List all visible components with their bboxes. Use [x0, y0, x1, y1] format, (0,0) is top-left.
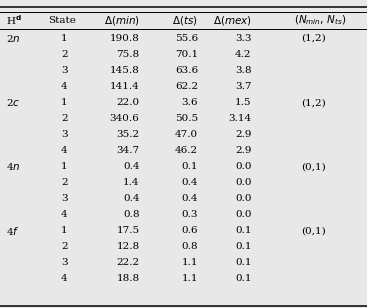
Text: $\Delta(\mathit{min})$: $\Delta(\mathit{min})$	[103, 14, 139, 26]
Text: 34.7: 34.7	[116, 146, 139, 155]
Text: 2: 2	[61, 178, 68, 187]
Text: 0.0: 0.0	[235, 162, 251, 171]
Text: 2.9: 2.9	[235, 146, 251, 155]
Text: 0.4: 0.4	[123, 162, 139, 171]
Text: 70.1: 70.1	[175, 50, 198, 59]
Text: 2.9: 2.9	[235, 130, 251, 139]
Text: 1.5: 1.5	[235, 98, 251, 107]
Text: 75.8: 75.8	[116, 50, 139, 59]
Text: (0,1): (0,1)	[301, 226, 326, 235]
Text: 190.8: 190.8	[110, 34, 139, 43]
Text: H$^\mathbf{d}$: H$^\mathbf{d}$	[6, 13, 21, 27]
Text: $\Delta(\mathit{ts})$: $\Delta(\mathit{ts})$	[172, 14, 198, 26]
Text: 4: 4	[61, 146, 68, 155]
Text: $\Delta(\mathit{mex})$: $\Delta(\mathit{mex})$	[212, 14, 251, 26]
Text: 12.8: 12.8	[116, 242, 139, 251]
Text: 1.1: 1.1	[182, 258, 198, 267]
Text: 22.0: 22.0	[116, 98, 139, 107]
Text: 3: 3	[61, 258, 68, 267]
Text: State: State	[48, 15, 76, 25]
Text: 0.1: 0.1	[182, 162, 198, 171]
Text: 0.0: 0.0	[235, 210, 251, 219]
Text: 2: 2	[61, 114, 68, 123]
Text: 0.4: 0.4	[123, 194, 139, 203]
Text: 2$\mathit{c}$: 2$\mathit{c}$	[6, 97, 20, 108]
Text: 4$\mathit{n}$: 4$\mathit{n}$	[6, 161, 20, 172]
Text: 1: 1	[61, 226, 68, 235]
Text: 1.4: 1.4	[123, 178, 139, 187]
Text: 3: 3	[61, 130, 68, 139]
Text: 3.8: 3.8	[235, 66, 251, 75]
Text: 2: 2	[61, 242, 68, 251]
Text: (0,1): (0,1)	[301, 162, 326, 171]
Text: 3.6: 3.6	[182, 98, 198, 107]
Text: 3: 3	[61, 194, 68, 203]
Text: 1: 1	[61, 34, 68, 43]
Text: 1: 1	[61, 162, 68, 171]
Text: 0.8: 0.8	[123, 210, 139, 219]
Text: 2$\mathit{n}$: 2$\mathit{n}$	[6, 33, 20, 44]
Text: 47.0: 47.0	[175, 130, 198, 139]
Text: 0.1: 0.1	[235, 242, 251, 251]
Text: 4: 4	[61, 82, 68, 91]
Text: 4.2: 4.2	[235, 50, 251, 59]
Text: 55.6: 55.6	[175, 34, 198, 43]
Text: 4: 4	[61, 210, 68, 219]
Text: 0.1: 0.1	[235, 258, 251, 267]
Text: 0.3: 0.3	[182, 210, 198, 219]
Text: $(N_{\mathit{min}},\, N_{\mathit{ts}})$: $(N_{\mathit{min}},\, N_{\mathit{ts}})$	[294, 13, 346, 27]
Text: 145.8: 145.8	[110, 66, 139, 75]
Text: 340.6: 340.6	[110, 114, 139, 123]
Text: 22.2: 22.2	[116, 258, 139, 267]
Text: 0.6: 0.6	[182, 226, 198, 235]
Text: 1.1: 1.1	[182, 274, 198, 283]
Text: 2: 2	[61, 50, 68, 59]
Text: 0.4: 0.4	[182, 178, 198, 187]
Text: 62.2: 62.2	[175, 82, 198, 91]
Text: 3: 3	[61, 66, 68, 75]
Text: 3.7: 3.7	[235, 82, 251, 91]
Text: 4$\mathit{f}$: 4$\mathit{f}$	[6, 225, 19, 237]
Text: 3.14: 3.14	[228, 114, 251, 123]
Text: 35.2: 35.2	[116, 130, 139, 139]
Text: 4: 4	[61, 274, 68, 283]
Text: 50.5: 50.5	[175, 114, 198, 123]
Text: 3.3: 3.3	[235, 34, 251, 43]
Text: 0.8: 0.8	[182, 242, 198, 251]
Text: 1: 1	[61, 98, 68, 107]
Text: 63.6: 63.6	[175, 66, 198, 75]
Text: 141.4: 141.4	[110, 82, 139, 91]
Text: 0.4: 0.4	[182, 194, 198, 203]
Text: (1,2): (1,2)	[301, 34, 326, 43]
Text: 18.8: 18.8	[116, 274, 139, 283]
Text: (1,2): (1,2)	[301, 98, 326, 107]
Text: 0.1: 0.1	[235, 274, 251, 283]
Text: 0.1: 0.1	[235, 226, 251, 235]
Text: 46.2: 46.2	[175, 146, 198, 155]
Text: 0.0: 0.0	[235, 194, 251, 203]
Text: 17.5: 17.5	[116, 226, 139, 235]
Text: 0.0: 0.0	[235, 178, 251, 187]
